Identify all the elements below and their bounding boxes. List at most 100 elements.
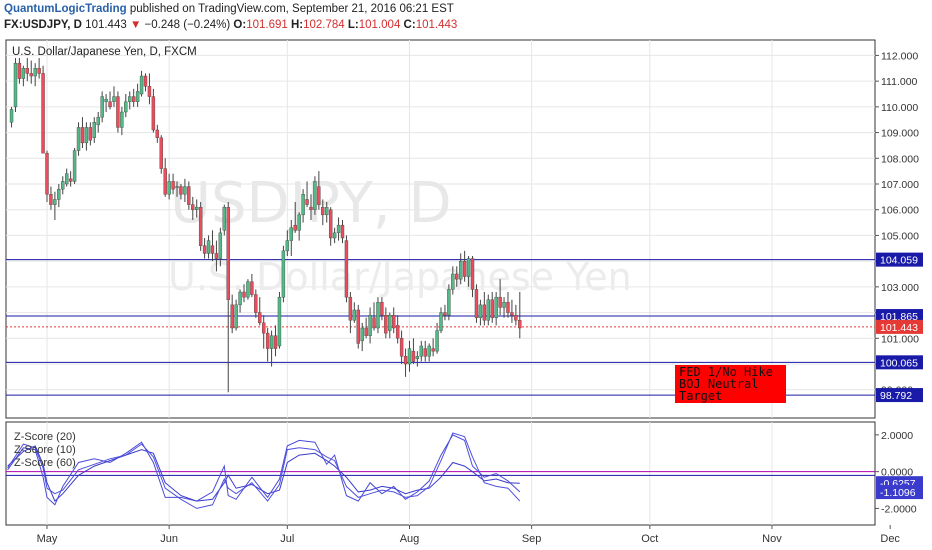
zscore-series-line (7, 432, 521, 509)
candle-down (317, 186, 321, 205)
candle-down (171, 181, 175, 190)
candle-down (191, 204, 195, 210)
close-value: 101.443 (415, 19, 458, 31)
candle-up (238, 291, 242, 306)
candle-up (234, 304, 238, 329)
low-value: 101.004 (358, 19, 401, 31)
candle-down (423, 348, 427, 357)
price-tick-label: 112.000 (881, 50, 918, 62)
candle-up (427, 345, 431, 357)
candle-up (352, 309, 357, 321)
level-badge-label: 98.792 (880, 390, 912, 402)
candle-up (313, 181, 317, 210)
main-pane-frame (5, 39, 876, 419)
close-label: C: (403, 19, 416, 31)
candle-up (388, 314, 392, 331)
candle-up (195, 206, 199, 210)
price-tick-label: 101.000 (881, 333, 919, 345)
candles (9, 58, 522, 393)
legend-zscore-60: Z-Score (60) (14, 457, 76, 469)
candle-up (57, 188, 61, 200)
candle-down (490, 299, 494, 318)
candle-up (112, 96, 116, 102)
ticker-line: FX:USDJPY, D 101.443 ▼ −0.248 (−0.24%) O… (4, 19, 457, 31)
candle-down (356, 309, 360, 344)
time-tick-label: May (37, 533, 58, 545)
candle-up (124, 101, 128, 113)
candle-up (218, 232, 223, 259)
candle-up (72, 150, 77, 182)
price-tick-label: 110.000 (881, 102, 918, 114)
candle-up (289, 227, 293, 241)
candle-up (100, 96, 104, 118)
candle-down (462, 260, 467, 277)
candle-up (447, 289, 451, 316)
time-tick-label: Oct (641, 533, 658, 545)
candle-down (498, 296, 502, 308)
candle-down (230, 304, 234, 329)
zscore-value-label: -1.1096 (880, 487, 916, 499)
candle-up (84, 127, 89, 144)
candle-down (321, 206, 325, 216)
candle-down (250, 281, 254, 295)
high-label: H: (290, 19, 304, 31)
candle-down (262, 322, 266, 334)
candle-up (415, 356, 420, 360)
candle-up (104, 98, 108, 102)
candle-up (297, 214, 301, 231)
publish-line: QuantumLogicTrading published on Trading… (4, 3, 454, 15)
candle-down (399, 338, 404, 357)
candle-down (155, 129, 160, 138)
candle-up (478, 304, 483, 318)
candle-down (395, 325, 400, 339)
symbol-label[interactable]: FX:USDJPY, D (4, 19, 82, 31)
time-axis: May Jun Jul Aug Sep Oct Nov Dec (37, 525, 900, 545)
candle-up (167, 181, 171, 195)
candle-down (17, 62, 22, 79)
candle-up (281, 250, 286, 298)
level-badge-label: 100.065 (880, 357, 918, 369)
level-badge (876, 252, 923, 267)
price-tick-label: 109.000 (881, 128, 919, 140)
candle-down (202, 245, 207, 254)
candle-down (210, 245, 215, 254)
candle-up (183, 186, 187, 195)
candle-up (494, 296, 498, 318)
candle-down (265, 332, 270, 349)
candle-up (435, 330, 439, 352)
candle-down (29, 73, 33, 77)
author-link[interactable]: QuantumLogicTrading (4, 3, 127, 15)
zscore-value-badge (876, 485, 923, 500)
candle-down (305, 199, 309, 205)
candle-up (92, 122, 96, 138)
last-price: 101.443 (85, 19, 127, 31)
candle-down (108, 101, 112, 108)
open-label: O: (233, 19, 247, 31)
candle-down (328, 209, 333, 239)
candle-down (380, 302, 384, 316)
zscore-tick-label: 0.0000 (881, 467, 913, 479)
annotation-box: FED 1/No Hike BOJ Neutral Target (675, 365, 786, 403)
publish-info: published on TradingView.com, September … (126, 3, 454, 15)
candle-up (301, 194, 305, 216)
level-badge (876, 355, 923, 370)
time-tick-label: Jun (160, 533, 178, 545)
candle-up (135, 91, 140, 102)
candle-up (332, 232, 337, 239)
candle-down (179, 186, 183, 195)
candle-up (439, 312, 443, 331)
candle-up (96, 116, 100, 126)
watermark-name: U.S. Dollar/Japanese Yen (168, 255, 632, 299)
current-price-badge (876, 319, 923, 334)
candle-up (53, 199, 57, 205)
indicator-pane-frame (5, 421, 876, 526)
time-tick-label: Aug (400, 533, 420, 545)
candle-down (49, 194, 53, 205)
candle-down (309, 206, 313, 210)
level-badge-label: 104.059 (880, 255, 918, 267)
zscore-indicator (6, 432, 875, 509)
candle-down (187, 186, 191, 205)
candle-down (384, 314, 388, 334)
level-badge (876, 309, 923, 324)
